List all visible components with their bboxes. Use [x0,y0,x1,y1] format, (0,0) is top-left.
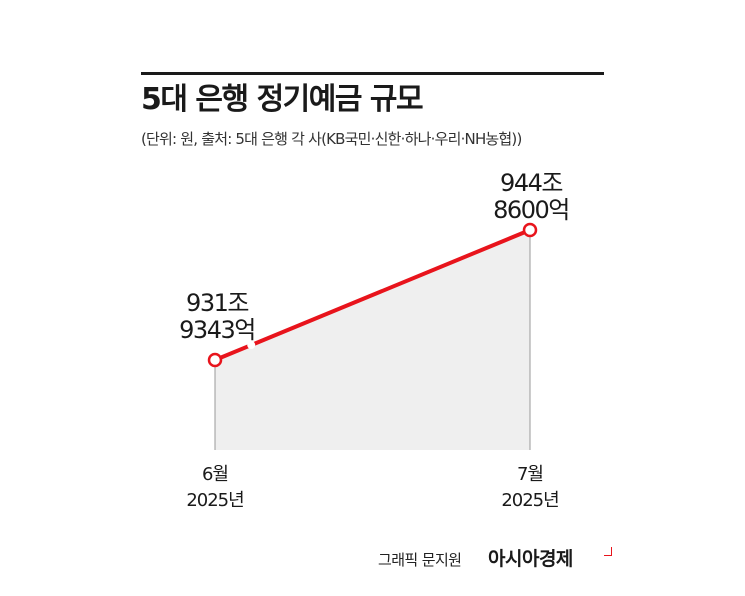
data-label-july-line2: 8600억 [493,196,570,224]
data-point-july [522,222,538,238]
label-gap [247,341,256,350]
data-label-june-line2: 9343억 [179,316,256,344]
graphic-credit: 그래픽 문지원 [378,551,462,569]
x-tick-year-june: 2025년 [186,490,244,511]
chart-title: 5대 은행 정기예금 규모 [141,82,424,117]
data-label-june-line1: 931조 [186,289,249,317]
x-tick-label-june: 6월 2025년 [170,462,260,514]
x-tick-month-july: 7월 [516,464,544,485]
data-label-july-line1: 944조 [500,169,563,197]
x-tick-year-july: 2025년 [501,490,559,511]
data-label-july: 944조 8600억 [486,170,576,224]
x-tick-month-june: 6월 [201,464,229,485]
data-label-june: 931조 9343억 [172,290,262,344]
brand-logo-text: 아시아경제 [488,548,573,570]
series-line [214,228,531,362]
top-rule [141,72,604,75]
x-tick-label-july: 7월 2025년 [485,462,575,514]
area-fill [215,230,530,450]
data-point-june [207,352,223,368]
brand-mark-icon [604,547,612,556]
chart-subtitle: (단위: 원, 출처: 5대 은행 각 사(KB국민·신한·하나·우리·NH농협… [141,130,522,148]
